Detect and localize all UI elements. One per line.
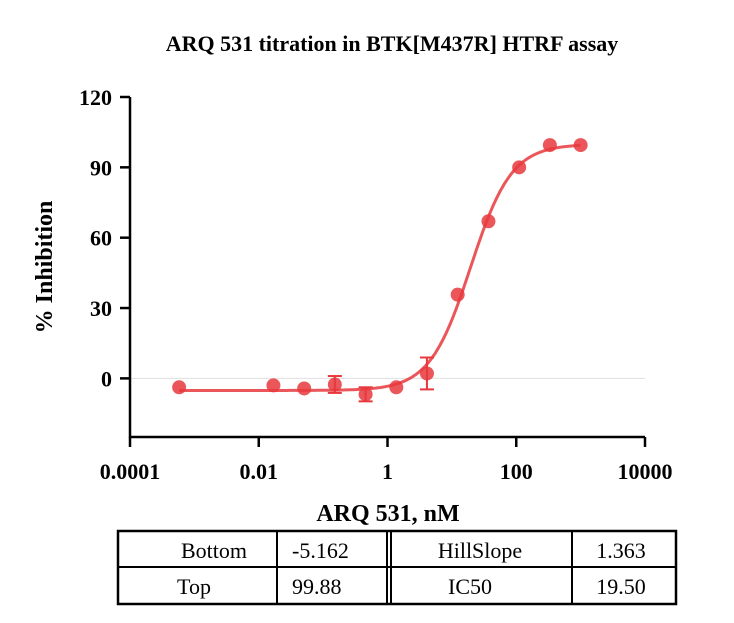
table-cell: -5.162	[292, 538, 349, 563]
table-cell: 19.50	[596, 574, 646, 599]
y-axis-label: % Inhibition	[32, 201, 58, 334]
data-point	[419, 366, 434, 381]
y-tick-label: 90	[90, 155, 112, 180]
data-point	[389, 380, 404, 395]
table-cell: HillSlope	[438, 538, 522, 563]
x-tick-label: 100	[500, 459, 533, 484]
data-point	[450, 287, 465, 302]
data-point	[481, 214, 496, 229]
data-point	[266, 378, 281, 393]
parameter-table: Bottom -5.162 HillSlope 1.363 Top 99.88 IC50 19…	[116, 529, 678, 606]
y-tick-label: 120	[79, 85, 112, 110]
data-point	[573, 138, 588, 153]
table-cell: 99.88	[292, 574, 342, 599]
fit-curve	[179, 143, 581, 392]
chart-title: ARQ 531 titration in BTK[M437R] HTRF ass…	[166, 31, 619, 56]
table-cell: 1.363	[596, 538, 646, 563]
x-tick-label: 10000	[618, 459, 673, 484]
x-tick-label: 0.0001	[100, 459, 161, 484]
table-cell: Top	[177, 574, 211, 599]
data-point	[297, 381, 312, 396]
x-tick-label: 0.01	[240, 459, 279, 484]
data-point	[327, 377, 342, 392]
y-tick-label: 60	[90, 226, 112, 251]
table-cell: IC50	[448, 574, 492, 599]
data-point	[512, 160, 527, 175]
y-tick-label: 30	[90, 296, 112, 321]
table-cell: Bottom	[181, 538, 247, 563]
data-point	[542, 138, 557, 153]
y-tick-label: 0	[101, 366, 112, 391]
data-point	[358, 387, 373, 402]
data-point	[172, 380, 187, 395]
x-tick-label: 1	[382, 459, 393, 484]
x-axis-label: ARQ 531, nM	[316, 501, 459, 527]
